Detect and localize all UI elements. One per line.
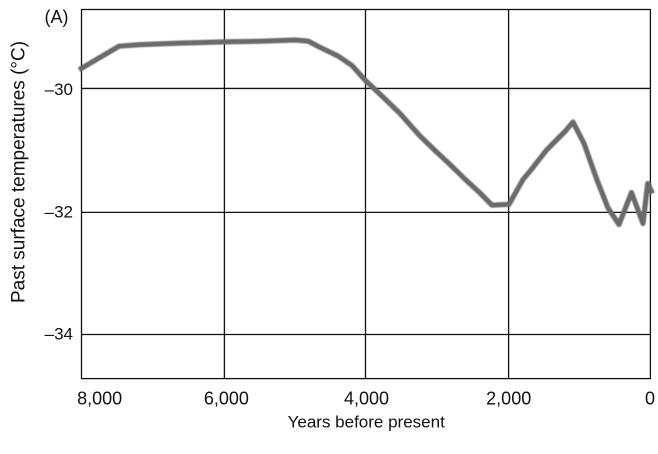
svg-text:–34: –34 <box>45 324 73 343</box>
svg-text:6,000: 6,000 <box>204 388 249 408</box>
svg-text:–30: –30 <box>45 80 73 99</box>
svg-text:2,000: 2,000 <box>486 388 531 408</box>
svg-text:–32: –32 <box>45 203 73 222</box>
svg-text:0: 0 <box>645 388 655 408</box>
svg-text:Past surface temperatures (°C): Past surface temperatures (°C) <box>9 41 30 303</box>
svg-text:4,000: 4,000 <box>344 388 389 408</box>
svg-text:Years before present: Years before present <box>288 413 445 432</box>
svg-text:(A): (A) <box>45 7 69 27</box>
svg-text:8,000: 8,000 <box>77 388 122 408</box>
